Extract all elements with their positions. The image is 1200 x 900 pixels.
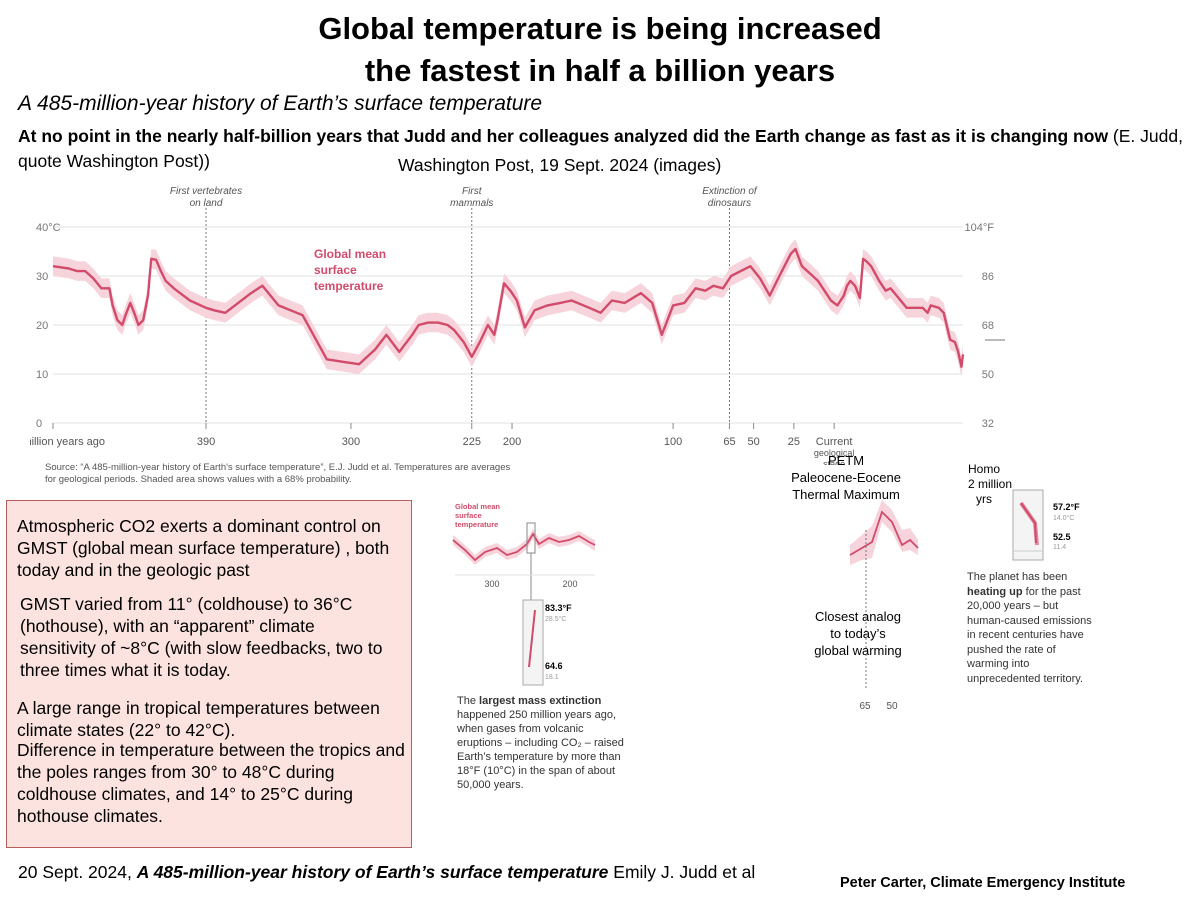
x-tick-label: 200: [562, 579, 577, 589]
value-label: 28.5°C: [545, 615, 566, 623]
homo-line: Homo: [968, 462, 1001, 476]
x-tick-label: 200: [503, 436, 521, 448]
note-gmst-range: GMST varied from 11° (coldhouse) to 36°C…: [20, 594, 383, 680]
source-credit: Washington Post, 19 Sept. 2024 (images): [398, 155, 722, 175]
closest-line: global warming: [814, 643, 902, 658]
temperature-line: [849, 510, 919, 556]
x-tick-label: 100: [664, 436, 682, 448]
series-label: surface: [314, 263, 357, 277]
value-label: 52.5: [1053, 532, 1071, 542]
value-label: 18.1: [545, 674, 559, 681]
value-label: 57.2°F: [1053, 502, 1080, 512]
callout-connector: [985, 339, 1005, 341]
recent-warming-inset-chart: 57.2°F 14.0°C 52.5 11.4: [1012, 489, 1080, 561]
y-tick-label-left: 40°C: [36, 222, 61, 234]
citation-date: 20 Sept. 2024,: [18, 862, 137, 882]
x-tick-label: 300: [342, 436, 360, 448]
closest-analog-label: Closest analog to today’s global warming: [798, 608, 918, 659]
note-tropical-range: A large range in tropical temperatures b…: [17, 698, 380, 740]
y-tick-label-right: 104°F: [965, 222, 995, 234]
notes-panel: Atmospheric CO2 exerts a dominant contro…: [6, 500, 412, 848]
y-tick-label-left: 10: [36, 369, 48, 381]
x-tick-label: Current: [816, 436, 853, 448]
petm-line: Thermal Maximum: [792, 487, 900, 502]
title-line-2: the fastest in half a billion years: [364, 53, 836, 88]
event-annotation: First vertebrates: [170, 186, 242, 197]
series-label: Global mean: [455, 502, 500, 511]
petm-line: Paleocene-Eocene: [791, 470, 901, 485]
author-credit: Peter Carter, Climate Emergency Institut…: [840, 875, 1126, 891]
series-label: Global mean: [314, 247, 386, 261]
caption-bold: largest mass extinction: [479, 695, 602, 707]
value-label: 83.3°F: [545, 603, 572, 613]
closest-line: Closest analog: [815, 609, 901, 624]
note-pole-difference: Difference in temperature between the tr…: [17, 740, 405, 826]
x-tick-label: 485 million years ago: [30, 436, 105, 448]
caption-bold: heating up: [967, 585, 1023, 598]
quote-text: At no point in the nearly half-billion y…: [18, 124, 1188, 174]
event-annotation: Extinction of: [702, 186, 758, 197]
x-tick-label: 225: [463, 436, 481, 448]
heating-caption: The planet has been heating up for the p…: [967, 570, 1097, 686]
chart-source-note: Source: “A 485-million-year history of E…: [45, 462, 511, 485]
paper-citation: 20 Sept. 2024, A 485-million-year histor…: [18, 862, 755, 883]
caption-text: The planet has been: [967, 571, 1068, 583]
event-annotation: dinosaurs: [708, 198, 751, 209]
title-line-1: Global temperature is being increased: [318, 11, 882, 46]
zoom-panel: [522, 599, 544, 686]
value-label: 11.4: [1053, 544, 1066, 551]
closest-line: to today’s: [830, 626, 886, 641]
homo-label: Homo 2 million yrs: [968, 462, 1012, 507]
x-tick-label: 50: [886, 701, 898, 712]
event-annotation: First: [462, 186, 483, 197]
x-tick-label: 300: [484, 579, 499, 589]
x-tick-label: stage: [823, 459, 845, 465]
uncertainty-band: [850, 500, 918, 565]
note-co2-control: Atmospheric CO2 exerts a dominant contro…: [17, 516, 390, 580]
homo-line: yrs: [976, 492, 992, 506]
temperature-line: [528, 609, 536, 668]
caption-text: for the past 20,000 years – but human-ca…: [967, 585, 1092, 685]
x-tick-label: 25: [788, 436, 800, 448]
zoom-panel: [1012, 489, 1044, 561]
y-tick-label-right: 86: [982, 271, 994, 283]
page-title: Global temperature is being increased th…: [0, 8, 1200, 92]
x-tick-label: geological: [814, 448, 855, 458]
temperature-line: [1020, 502, 1037, 544]
quote-bold: At no point in the nearly half-billion y…: [18, 126, 1109, 146]
petm-inset-chart: 65 50: [849, 500, 919, 712]
uncertainty-band: [53, 239, 963, 377]
petm-label: PETM Paleocene-Eocene Thermal Maximum: [782, 452, 910, 503]
value-label: 14.0°C: [1053, 514, 1074, 522]
citation-authors: Emily J. Judd et al: [608, 862, 756, 882]
y-tick-label-right: 32: [982, 418, 994, 430]
value-label: 64.6: [545, 661, 563, 671]
y-tick-label-left: 20: [36, 320, 48, 332]
y-tick-label-right: 50: [982, 369, 994, 381]
citation-title: A 485-million-year history of Earth’s su…: [136, 862, 609, 882]
quote-attribution: (E. Judd, quote Washington Post)): [18, 126, 1183, 171]
event-annotation: on land: [190, 198, 223, 209]
temperature-line: [52, 247, 965, 368]
main-temperature-chart: 0 10 20 30 40°C 32 50 68 86 104°F First vertebrate…: [30, 186, 1005, 465]
y-tick-label-right: 68: [982, 320, 994, 332]
y-tick-label-left: 0: [36, 418, 42, 430]
x-tick-label: 390: [197, 436, 215, 448]
petm-line: PETM: [827, 453, 865, 468]
series-label: temperature: [314, 279, 384, 293]
temperature-line: [452, 532, 596, 562]
x-tick-label: 50: [747, 436, 759, 448]
homo-line: 2 million: [968, 477, 1013, 491]
event-annotation: mammals: [450, 198, 493, 209]
extinction-caption: The largest mass extinction happened 250…: [457, 694, 627, 792]
caption-text: The: [457, 695, 480, 707]
series-label: surface: [455, 511, 482, 520]
y-tick-label-left: 30: [36, 271, 48, 283]
caption-text: happened 250 million years ago, when gas…: [457, 709, 624, 791]
chart-subtitle: A 485-million-year history of Earth’s su…: [18, 92, 543, 115]
series-label: temperature: [455, 520, 498, 529]
x-tick-label: 65: [859, 701, 871, 712]
x-tick-label: 65: [723, 436, 735, 448]
